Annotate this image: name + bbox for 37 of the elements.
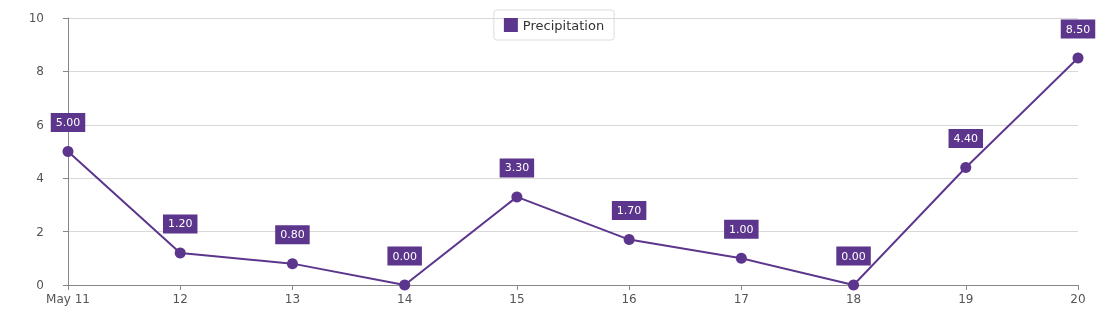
data-label: 3.30 [504,161,530,175]
x-tick-label: 15 [509,292,525,306]
y-tick-label: 10 [28,11,44,25]
data-label: 1.00 [729,222,754,236]
x-tick-label: 20 [1070,292,1086,306]
data-label: 0.80 [280,228,305,242]
y-tick-label: 4 [36,171,44,186]
x-tick-label: 19 [958,292,974,306]
data-label: 5.00 [55,116,81,129]
data-label: 8.50 [1065,22,1091,36]
legend-label: Precipitation [522,17,605,33]
point [735,252,747,264]
point [399,279,411,291]
data-label: 1.20 [167,217,193,231]
data-label: 0.00 [392,249,417,263]
point [1072,52,1084,64]
point [623,234,635,246]
x-tick-label: May 11 [46,292,90,306]
point [511,191,523,203]
data-label: 0.00 [841,249,866,263]
y-tick-label: 2 [36,224,44,239]
y-tick-label: 0 [36,278,44,292]
point [960,162,972,174]
x-tick-label: 14 [397,292,413,306]
data-label: 1.70 [616,204,642,218]
data-label: 4.40 [953,132,979,146]
y-tick-label: 6 [36,117,44,132]
x-tick-label: 13 [284,292,301,306]
x-tick-label: 18 [845,292,862,306]
x-tick-label: 16 [621,292,637,306]
point [62,146,74,157]
x-tick-label: 17 [733,292,749,306]
point [174,247,186,259]
x-tick-label: 12 [172,292,188,306]
y-tick-label: 8 [36,64,44,79]
point [286,258,298,270]
point [848,279,860,291]
